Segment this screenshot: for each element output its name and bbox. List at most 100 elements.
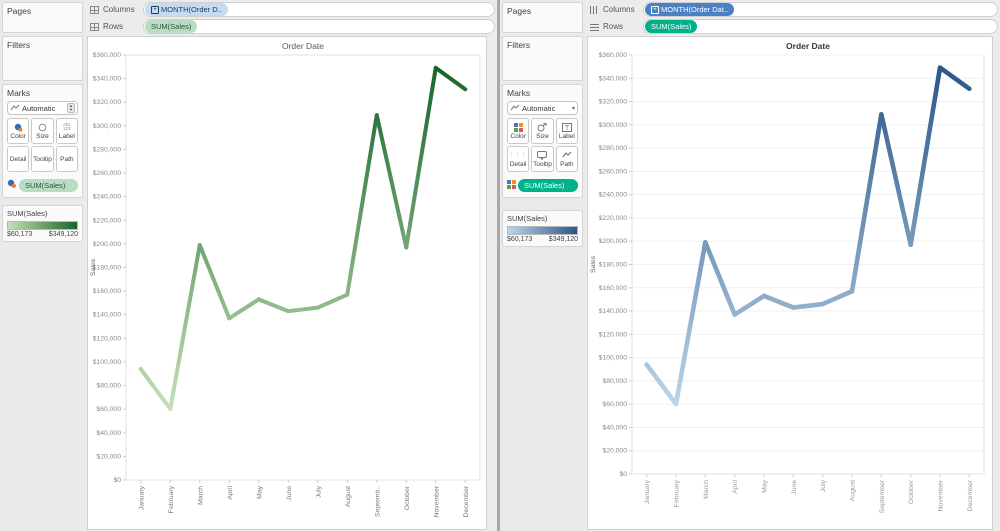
chart-line-segment[interactable]	[168, 243, 202, 411]
rows-shelf[interactable]: Rows SUM(Sales)	[587, 19, 998, 34]
chart-line-segment[interactable]	[908, 65, 943, 248]
chart-line-segment[interactable]	[732, 293, 767, 317]
rows-shelf[interactable]: Rows SUM(Sales)	[87, 19, 495, 34]
marks-sum-sales-pill[interactable]: SUM(Sales)	[19, 178, 78, 192]
chart-line-segment[interactable]	[703, 240, 737, 317]
chart-line-segment[interactable]	[345, 113, 379, 297]
rows-track[interactable]: SUM(Sales)	[643, 19, 998, 34]
chevron-down-icon[interactable]: ▾	[571, 105, 575, 112]
x-tick-label: Septemb..	[374, 486, 381, 517]
x-tick-label: April	[227, 486, 234, 500]
detail-icon: ⋮⋮⋮	[509, 152, 528, 158]
x-tick-label: March	[703, 480, 710, 499]
x-tick-label: November	[433, 485, 440, 517]
chart-title: Order Date	[282, 41, 324, 51]
columns-pill[interactable]: + MONTH(Order D..	[145, 3, 228, 16]
size-button[interactable]: Size	[531, 118, 554, 144]
color-button[interactable]: Color	[507, 118, 530, 144]
chart-line-segment[interactable]	[433, 65, 468, 92]
chart-line-segment[interactable]	[256, 297, 291, 314]
chart-line-segment[interactable]	[404, 65, 438, 250]
plot-area[interactable]	[125, 54, 481, 481]
y-tick-label: $0	[619, 471, 627, 478]
columns-track[interactable]: + MONTH(Order D..	[143, 2, 495, 17]
chart-line-segment[interactable]	[138, 367, 173, 411]
chart-line-segment[interactable]	[761, 293, 796, 310]
date-expand-icon[interactable]: +	[651, 5, 659, 14]
chart-line-segment[interactable]	[286, 305, 320, 314]
mark-type-value: Automatic	[522, 103, 556, 113]
chart-line-segment[interactable]	[374, 113, 409, 250]
filters-shelf[interactable]: Filters	[502, 36, 583, 81]
x-tick-label: July	[315, 485, 322, 498]
chart-line-segment[interactable]	[315, 292, 350, 310]
color-legend[interactable]: SUM(Sales) $60,173 $349,120	[502, 210, 583, 247]
tooltip-button[interactable]: Tooltip	[31, 146, 54, 172]
filters-shelf[interactable]: Filters	[2, 36, 83, 81]
chart-line-segment[interactable]	[791, 301, 825, 310]
label-button[interactable]: Abc 123 Label	[55, 118, 78, 144]
path-button[interactable]: Path	[555, 146, 578, 172]
color-legend[interactable]: SUM(Sales) $60,173 $349,120	[2, 205, 83, 242]
x-tick-label: October	[404, 485, 411, 510]
y-tick-label: $220,000	[599, 215, 628, 222]
y-tick-label: $300,000	[93, 123, 122, 130]
chart-line-segment[interactable]	[937, 65, 972, 92]
chart-line-segment[interactable]	[197, 243, 232, 321]
tooltip-icon	[537, 150, 548, 160]
y-tick-label: $360,000	[599, 52, 628, 59]
y-tick-label: $80,000	[602, 378, 627, 385]
line-chart-green[interactable]: Order Date $0 $20,000 $40,000 $60,000 $80,000…	[88, 37, 486, 524]
x-tick-label: June	[286, 486, 293, 501]
legend-title: SUM(Sales)	[7, 209, 48, 218]
worksheet-pane-left: Pages Filters Marks Automatic ▲ ▼ Color	[0, 0, 497, 531]
detail-button[interactable]: ⋮⋮⋮ Detail	[507, 146, 530, 172]
chart-line-segment[interactable]	[879, 112, 913, 248]
size-icon	[537, 122, 547, 132]
rows-pill[interactable]: SUM(Sales)	[145, 20, 198, 33]
chart-line-segment[interactable]	[644, 362, 679, 407]
line-chart-blue[interactable]: Order Date $0 $20,000 $40,000 $60,000 $80,000…	[588, 37, 992, 524]
label-button[interactable]: T Label	[555, 118, 578, 144]
chart-line-segment[interactable]	[227, 297, 261, 321]
chart-line-segment[interactable]	[820, 288, 855, 307]
date-expand-icon[interactable]: +	[151, 5, 159, 14]
chart-line-segment[interactable]	[673, 240, 708, 407]
rows-pill[interactable]: SUM(Sales)	[645, 20, 698, 33]
y-tick-label: $60,000	[96, 406, 121, 413]
y-tick-label: $40,000	[96, 430, 121, 437]
detail-button[interactable]: Detail	[7, 146, 30, 172]
y-tick-label: $20,000	[602, 448, 627, 455]
pages-label: Pages	[507, 6, 532, 16]
tooltip-button[interactable]: Tooltip	[531, 146, 554, 172]
marks-label: Marks	[507, 88, 531, 98]
marks-sum-sales-pill[interactable]: SUM(Sales)	[518, 178, 578, 192]
mark-buttons: Color Size T Label ⋮⋮⋮ Detail	[507, 118, 578, 172]
color-button[interactable]: Color	[7, 118, 30, 144]
mark-type-value: Automatic	[22, 103, 56, 113]
color-icon	[7, 176, 17, 194]
line-mark-icon	[10, 104, 20, 111]
y-tick-label: $240,000	[599, 192, 628, 199]
columns-track[interactable]: + MONTH(Order Dat..	[643, 2, 998, 17]
columns-pill[interactable]: + MONTH(Order Dat..	[645, 3, 735, 16]
x-tick-label: April	[732, 480, 739, 494]
mark-type-select[interactable]: Automatic ▾	[507, 101, 578, 115]
rows-track[interactable]: SUM(Sales)	[143, 19, 495, 34]
y-tick-label: $100,000	[93, 359, 122, 366]
y-tick-label: $200,000	[599, 238, 628, 245]
stepper-icon[interactable]: ▲ ▼	[67, 103, 75, 113]
label-icon: T	[561, 122, 572, 132]
mark-type-select[interactable]: Automatic ▲ ▼	[7, 101, 78, 115]
pages-shelf[interactable]: Pages	[2, 2, 83, 33]
size-button[interactable]: Size	[31, 118, 54, 144]
chart-line-segment[interactable]	[849, 112, 884, 294]
columns-shelf[interactable]: Columns + MONTH(Order Dat..	[587, 2, 998, 17]
x-tick-label: September	[879, 479, 886, 513]
legend-gradient-bar[interactable]	[507, 226, 578, 235]
pages-shelf[interactable]: Pages	[502, 2, 583, 33]
path-button[interactable]: Path	[55, 146, 78, 172]
columns-shelf[interactable]: Columns + MONTH(Order D..	[87, 2, 495, 17]
legend-gradient-bar[interactable]	[7, 221, 78, 230]
size-icon	[38, 123, 47, 132]
